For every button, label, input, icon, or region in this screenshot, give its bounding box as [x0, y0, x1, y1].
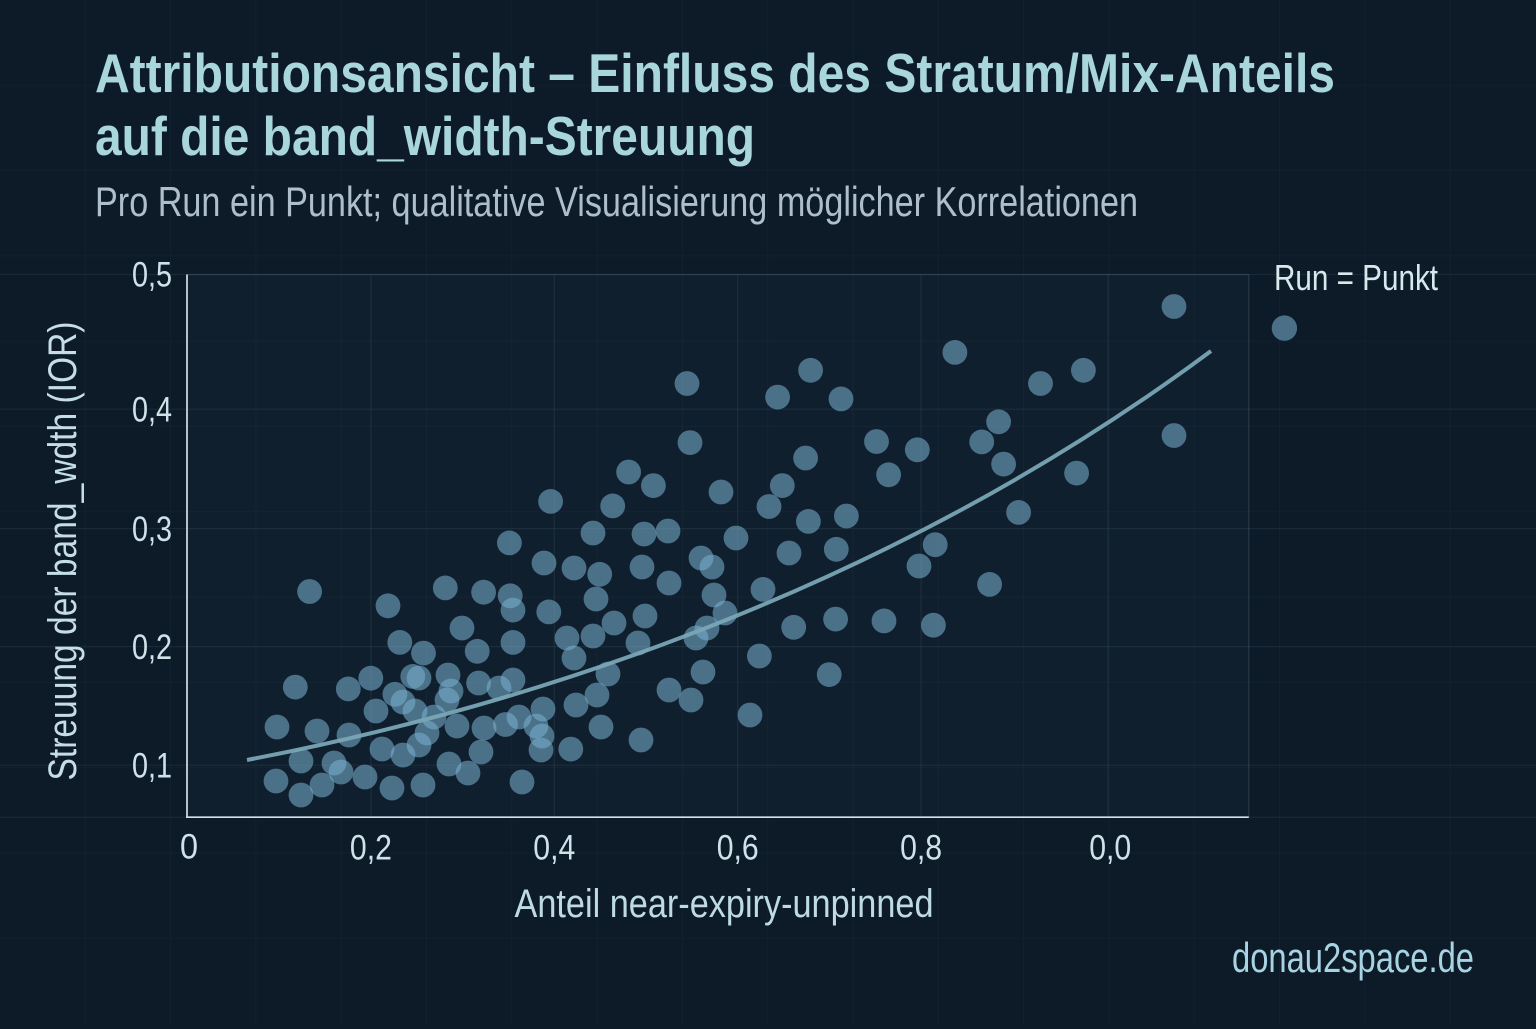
svg-text:0,5: 0,5 [132, 256, 172, 295]
svg-text:Streuung der band_wdth (IOR): Streuung der band_wdth (IOR) [41, 322, 85, 781]
svg-text:0,2: 0,2 [350, 829, 392, 868]
svg-text:auf die band_width-Streuung: auf die band_width-Streuung [95, 105, 755, 167]
svg-text:0,4: 0,4 [132, 390, 172, 429]
svg-text:Attributionsansicht – Einfluss: Attributionsansicht – Einfluss des Strat… [95, 42, 1335, 104]
svg-text:donau2space.de: donau2space.de [1232, 934, 1474, 981]
svg-text:Pro Run ein Punkt; qualitative: Pro Run ein Punkt; qualitative Visualisi… [95, 178, 1138, 225]
svg-text:0,3: 0,3 [132, 510, 172, 549]
svg-text:0,6: 0,6 [717, 829, 759, 868]
svg-text:0,4: 0,4 [533, 829, 575, 868]
svg-text:0,8: 0,8 [900, 829, 942, 868]
svg-text:0: 0 [180, 828, 198, 867]
svg-text:Anteil near-expiry-unpinned: Anteil near-expiry-unpinned [515, 882, 934, 926]
svg-text:0,1: 0,1 [132, 746, 172, 785]
svg-text:Run = Punkt: Run = Punkt [1274, 257, 1438, 298]
svg-text:0,2: 0,2 [132, 628, 172, 667]
svg-text:0,0: 0,0 [1089, 829, 1131, 868]
